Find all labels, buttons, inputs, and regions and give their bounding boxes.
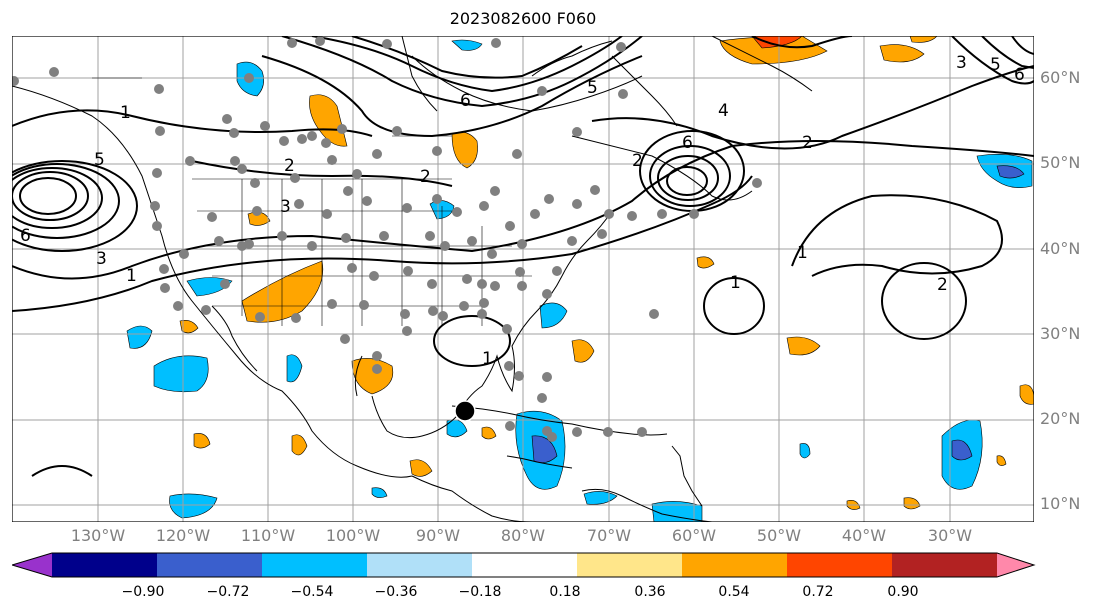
colorbar-segment — [367, 553, 473, 577]
contour-label: 6 — [460, 91, 471, 111]
colorbar-tick: −0.90 — [121, 584, 165, 600]
contour-label: 6 — [20, 226, 31, 246]
positive-anomaly-shading — [179, 36, 1034, 510]
map-title: 2023082600 F060 — [449, 9, 597, 28]
lon-label-30w: 30°W — [927, 526, 973, 545]
contour-label: 3 — [96, 249, 107, 269]
lon-label-50w: 50°W — [756, 526, 802, 545]
contour-label: 2 — [284, 156, 295, 176]
lon-label-130w: 130°W — [70, 526, 126, 545]
contour-label: 3 — [956, 53, 967, 73]
contour-label: 1 — [126, 266, 137, 286]
lon-label-90w: 90°W — [415, 526, 461, 545]
colorbar-segment — [682, 553, 788, 577]
contour-label: 2 — [802, 133, 813, 153]
lat-label-10n: 10°N — [1040, 494, 1081, 513]
colorbar-extend-high — [997, 553, 1034, 577]
contour-label: 5 — [990, 55, 1001, 75]
contour-label: 6 — [682, 133, 693, 153]
contour-lines — [12, 36, 1034, 477]
colorbar-extend-low — [12, 553, 52, 577]
colorbar-segment — [472, 553, 578, 577]
contour-label: 5 — [94, 150, 105, 170]
colorbar-segment — [262, 553, 368, 577]
lat-label-30n: 30°N — [1040, 324, 1081, 343]
lon-label-70w: 70°W — [586, 526, 632, 545]
contour-label: 6 — [1014, 65, 1025, 85]
colorbar-tick: −0.54 — [290, 584, 334, 600]
contour-label: 1 — [730, 273, 741, 293]
lon-label-60w: 60°W — [671, 526, 717, 545]
lat-label-40n: 40°N — [1040, 239, 1081, 258]
colorbar-tick: −0.72 — [206, 584, 250, 600]
contour-label: 2 — [632, 151, 643, 171]
colorbar-segment — [892, 553, 998, 577]
negative-anomaly-shading — [126, 39, 1033, 522]
colorbar-tick: 0.36 — [634, 584, 666, 600]
lon-label-40w: 40°W — [841, 526, 887, 545]
lat-lon-grid — [12, 36, 1034, 522]
colorbar-segment — [157, 553, 263, 577]
station-markers — [12, 36, 762, 442]
lon-label-110w: 110°W — [240, 526, 296, 545]
colorbar-tick: −0.18 — [458, 584, 502, 600]
colorbar-segment — [787, 553, 893, 577]
storm-center-marker — [454, 400, 476, 422]
contour-label: 1 — [482, 349, 493, 369]
lon-label-120w: 120°W — [155, 526, 211, 545]
contour-label: 3 — [280, 197, 291, 217]
contour-labels: 1 2 6 5 2 5 6 3 1 3 4 2 6 2 1 1 2 1 3 5 … — [20, 53, 1025, 369]
colorbar-tick: 0.54 — [718, 584, 750, 600]
contour-label: 5 — [587, 78, 598, 98]
lon-label-100w: 100°W — [325, 526, 381, 545]
contour-label: 2 — [937, 275, 948, 295]
contour-label: 1 — [797, 243, 808, 263]
contour-label: 2 — [420, 167, 431, 187]
colorbar — [12, 552, 1036, 578]
weather-map: 1 2 6 5 2 5 6 3 1 3 4 2 6 2 1 1 2 1 3 5 … — [12, 36, 1034, 522]
colorbar-segment — [52, 553, 158, 577]
contour-label: 4 — [718, 101, 729, 121]
lat-label-60n: 60°N — [1040, 68, 1081, 87]
contour-label: 1 — [120, 103, 131, 123]
colorbar-tick: 0.90 — [887, 584, 919, 600]
lat-label-50n: 50°N — [1040, 153, 1081, 172]
lon-label-80w: 80°W — [500, 526, 546, 545]
colorbar-tick: −0.36 — [374, 584, 418, 600]
colorbar-segment — [577, 553, 683, 577]
colorbar-tick: 0.72 — [802, 584, 834, 600]
map-panel: 1 2 6 5 2 5 6 3 1 3 4 2 6 2 1 1 2 1 3 5 … — [12, 36, 1034, 522]
lat-label-20n: 20°N — [1040, 409, 1081, 428]
colorbar-tick: 0.18 — [549, 584, 581, 600]
